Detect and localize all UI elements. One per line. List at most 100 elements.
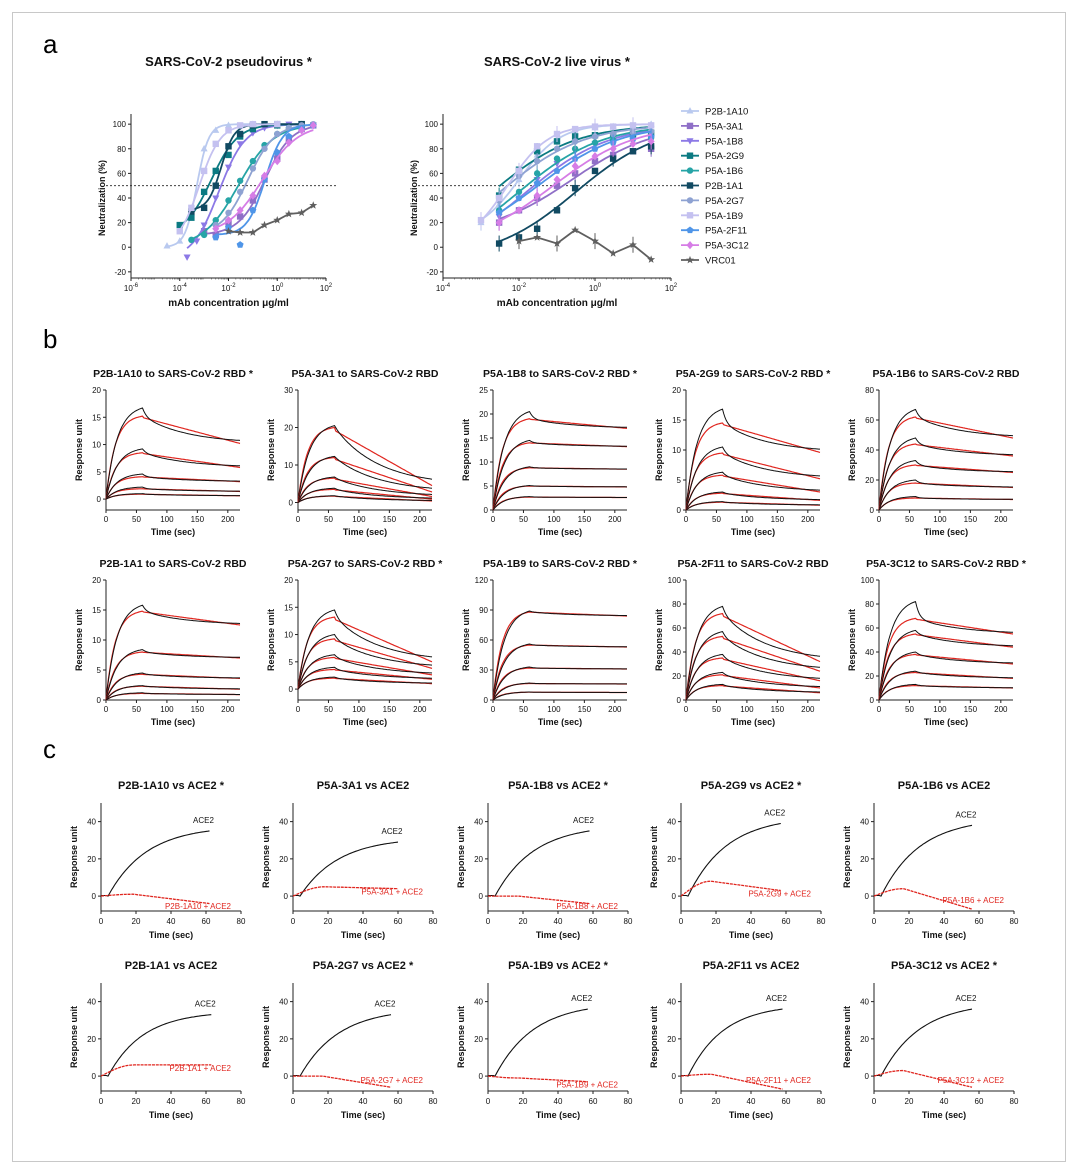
y-tick-label: 40 xyxy=(279,818,288,827)
y-tick-label: 20 xyxy=(860,855,869,864)
measured-curve xyxy=(878,651,1013,701)
x-tick-label: 40 xyxy=(359,1097,368,1106)
panel-title: P2B-1A1 to SARS-CoV-2 RBD xyxy=(99,558,246,570)
x-axis-label: Time (sec) xyxy=(536,1110,580,1120)
data-point xyxy=(225,151,232,159)
measured-curve xyxy=(105,448,240,500)
data-point xyxy=(249,197,257,204)
y-tick-label: -20 xyxy=(426,268,438,277)
x-tick-label: 100 xyxy=(547,515,561,524)
y-tick-label: 0 xyxy=(870,506,875,515)
data-point xyxy=(609,249,618,257)
y-tick-label: 0 xyxy=(97,696,102,705)
x-tick-exponent: -4 xyxy=(445,283,451,289)
x-tick-label: 60 xyxy=(394,917,403,926)
y-tick-label: 0 xyxy=(870,696,875,705)
y-axis-label: Response unit xyxy=(261,1006,271,1068)
data-point xyxy=(515,167,523,175)
y-tick-label: 20 xyxy=(87,1035,96,1044)
x-tick-label: 0 xyxy=(296,705,301,714)
x-tick-label: 40 xyxy=(554,1097,563,1106)
fitted-curve xyxy=(878,464,1014,511)
legend-marker xyxy=(686,226,694,234)
mix-curve xyxy=(873,1069,973,1088)
ace2-panel-p5a-1b6-vs-ace2: P5A-1B6 vs ACE2 0 20 40 0 20 40 60 80 Time (sec) R… xyxy=(842,780,1019,940)
data-point xyxy=(591,236,599,245)
neutralization-chart-pseudovirus: SARS-CoV-2 pseudovirus *-200204060801001… xyxy=(97,54,336,309)
panel-title: P5A-3C12 to SARS-CoV-2 RBD * xyxy=(866,558,1027,570)
x-tick-label: 60 xyxy=(782,917,791,926)
x-tick-label: 0 xyxy=(99,1097,104,1106)
fitted-curve xyxy=(685,452,821,511)
y-axis-label: Response unit xyxy=(74,609,84,671)
legend-label: P5A-2G7 xyxy=(705,196,744,207)
x-tick-label: 100 xyxy=(589,283,602,293)
panel-title: P5A-3C12 vs ACE2 * xyxy=(891,960,998,972)
data-point xyxy=(200,222,208,229)
data-point xyxy=(188,214,195,221)
x-tick-label: 80 xyxy=(429,917,438,926)
measured-curve xyxy=(878,479,1013,511)
data-point xyxy=(188,204,195,212)
panel-title: P2B-1A1 vs ACE2 xyxy=(125,960,218,972)
x-tick-label: 20 xyxy=(712,917,721,926)
x-axis-label: Time (sec) xyxy=(729,1110,773,1120)
fitted-curve xyxy=(685,612,821,701)
y-tick-label: 80 xyxy=(672,600,681,609)
y-tick-label: 10 xyxy=(284,631,293,640)
x-tick-label: 100 xyxy=(160,705,174,714)
y-axis-label: Response unit xyxy=(461,609,471,671)
x-tick-label: 60 xyxy=(202,917,211,926)
x-axis-label: Time (sec) xyxy=(341,930,385,940)
y-tick-label: 20 xyxy=(284,424,293,433)
x-axis-label: Time (sec) xyxy=(149,930,193,940)
data-point xyxy=(591,123,599,130)
data-point xyxy=(591,151,599,161)
fitted-curve xyxy=(297,638,433,690)
x-tick-label: 20 xyxy=(324,1097,333,1106)
x-tick-label: 80 xyxy=(237,1097,246,1106)
legend-item-p5a-2f11: P5A-2F11 xyxy=(681,226,747,237)
data-point xyxy=(477,216,485,224)
ace2-panel-p5a-1b8-vs-ace2: P5A-1B8 vs ACE2 * 0 20 40 0 20 40 60 80 Time (sec… xyxy=(456,780,633,940)
spr-panel-p5a-1b8-to-sars-cov-2-rbd: P5A-1B8 to SARS-CoV-2 RBD * 0 5 10 15 20 25 0 50… xyxy=(461,368,638,537)
x-axis-label: mAb concentration μg/ml xyxy=(168,298,289,309)
x-tick-label: 40 xyxy=(167,1097,176,1106)
x-tick-label: 40 xyxy=(940,1097,949,1106)
data-point xyxy=(188,236,195,244)
measured-curve xyxy=(297,425,433,503)
y-tick-label: 60 xyxy=(865,416,874,425)
measured-curve xyxy=(492,666,627,701)
data-point xyxy=(533,143,541,150)
y-tick-label: 0 xyxy=(284,1072,289,1081)
x-tick-label: 100 xyxy=(271,283,284,293)
y-tick-label: 40 xyxy=(667,998,676,1007)
x-tick-base: 10 xyxy=(271,284,280,293)
x-tick-label: 50 xyxy=(905,515,914,524)
data-point xyxy=(571,125,579,133)
x-tick-label: 60 xyxy=(975,917,984,926)
data-point xyxy=(249,206,257,214)
measured-curve xyxy=(685,605,821,701)
y-tick-label: 10 xyxy=(672,446,681,455)
data-point xyxy=(533,157,541,165)
ace2-curve xyxy=(101,1014,212,1077)
y-axis-label: Response unit xyxy=(456,826,466,888)
y-tick-label: 0 xyxy=(284,892,289,901)
x-tick-label: 100 xyxy=(160,515,174,524)
figure-frame: a b c SARS-CoV-2 pseudovirus * -20 0 20 40 60… xyxy=(12,12,1066,1162)
data-point xyxy=(249,191,257,200)
y-tick-label: 40 xyxy=(865,446,874,455)
data-point xyxy=(188,208,195,215)
x-axis-label: Time (sec) xyxy=(538,527,582,537)
data-point xyxy=(212,233,220,241)
data-point xyxy=(571,138,579,145)
x-tick-label: 150 xyxy=(383,515,397,524)
legend-label: P5A-1B9 xyxy=(705,211,743,222)
legend-label: P5A-3A1 xyxy=(705,121,743,132)
data-point xyxy=(200,167,208,175)
legend-marker xyxy=(686,122,694,130)
x-tick-exponent: -2 xyxy=(521,283,527,289)
